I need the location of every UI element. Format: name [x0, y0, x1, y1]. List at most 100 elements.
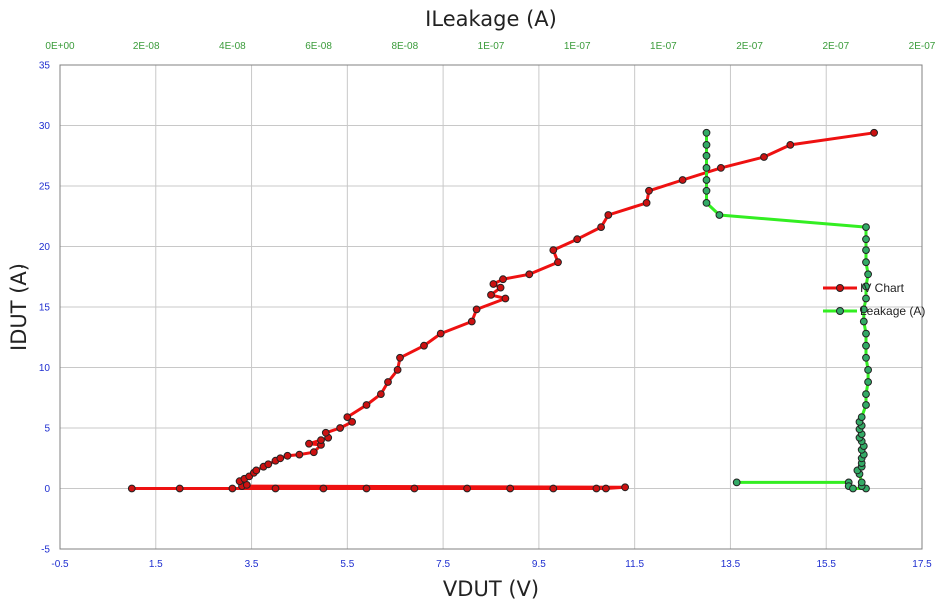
- data-point-iv: [420, 341, 428, 350]
- data-point-leakage: [862, 246, 870, 255]
- stray-dot: .: [20, 255, 24, 271]
- data-point-iv: [463, 484, 472, 493]
- data-point-iv: [717, 164, 725, 172]
- data-point-iv: [621, 483, 629, 492]
- data-point-leakage: [859, 317, 868, 326]
- data-point-iv: [276, 454, 285, 463]
- data-point-iv: [317, 436, 325, 445]
- data-point-iv: [393, 366, 402, 374]
- data-point-leakage: [862, 329, 870, 338]
- data-point-leakage: [862, 401, 870, 409]
- tick-labels: -0.5 1.5 3.5 5.5 7.5 9.5 11.5 13.5 15.5 17.5 -5 0 5 1…: [39, 41, 936, 570]
- data-point-leakage: [862, 282, 870, 291]
- data-point-iv: [678, 176, 687, 184]
- data-point-iv: [760, 153, 768, 161]
- data-point-iv: [410, 484, 419, 493]
- data-point-iv: [645, 186, 653, 195]
- data-point-iv: [283, 451, 292, 460]
- legend-label-leakage: Leakage (A): [860, 304, 925, 318]
- x-tick-label: 17.5: [912, 559, 932, 570]
- data-point-iv: [264, 460, 273, 469]
- data-point-iv: [786, 141, 795, 149]
- x2-tick-label: 2E-08: [133, 41, 160, 52]
- data-point-iv: [499, 275, 507, 284]
- data-point-leakage: [702, 186, 711, 195]
- x2-tick-label: 0E+00: [45, 41, 75, 52]
- data-point-leakage: [849, 484, 857, 493]
- y-tick-label: 10: [39, 363, 51, 374]
- data-point-iv: [309, 448, 318, 457]
- x2-tick-label: 2E-07: [736, 41, 763, 52]
- x2-tick-label: 1E-07: [564, 41, 591, 52]
- data-point-leakage: [702, 141, 711, 149]
- data-point-iv: [602, 484, 610, 493]
- y-tick-label: -5: [41, 545, 50, 556]
- data-point-iv: [592, 484, 601, 493]
- data-point-iv: [549, 246, 558, 255]
- x-tick-label: 11.5: [625, 559, 644, 570]
- data-point-leakage: [862, 223, 870, 232]
- plot-area-frame: [59, 64, 923, 550]
- legend-marker-iv: [836, 284, 844, 292]
- secondary-x-axis-title: ILeakage (A): [425, 7, 557, 31]
- data-point-leakage: [702, 164, 711, 172]
- x-tick-label: 7.5: [436, 559, 450, 570]
- data-point-iv: [642, 199, 651, 207]
- data-point-leakage: [862, 294, 870, 303]
- data-point-leakage: [702, 199, 711, 207]
- y-tick-label: 25: [39, 182, 51, 193]
- data-point-iv: [870, 128, 878, 137]
- legend: IV Chart Leakage (A): [823, 281, 925, 318]
- data-point-iv: [271, 484, 280, 493]
- y-tick-label: 30: [39, 121, 51, 132]
- x-tick-label: -0.5: [51, 559, 69, 570]
- legend-label-iv: IV Chart: [860, 281, 905, 295]
- data-point-iv: [305, 439, 313, 448]
- x-tick-label: 9.5: [532, 559, 546, 570]
- x2-tick-label: 8E-08: [391, 41, 418, 52]
- x2-tick-label: 2E-07: [909, 41, 936, 52]
- data-point-leakage: [857, 413, 866, 422]
- x2-tick-label: 1E-07: [478, 41, 505, 52]
- data-point-iv: [362, 484, 371, 493]
- data-point-leakage: [864, 366, 872, 374]
- data-point-iv: [489, 280, 498, 288]
- data-point-iv: [597, 223, 605, 232]
- y-tick-label: 15: [39, 303, 51, 314]
- data-point-iv: [472, 305, 481, 314]
- x2-tick-label: 4E-08: [219, 41, 246, 52]
- data-point-leakage: [702, 176, 711, 184]
- data-point-iv: [501, 294, 510, 303]
- y-tick-label: 0: [44, 484, 50, 495]
- data-point-leakage: [859, 305, 868, 314]
- data-point-iv: [336, 424, 345, 432]
- data-point-iv: [496, 283, 505, 292]
- data-point-leakage: [715, 211, 724, 219]
- data-point-leakage: [862, 353, 870, 362]
- data-point-iv: [362, 401, 371, 409]
- legend-marker-leakage: [836, 307, 844, 315]
- y-tick-label: 35: [39, 61, 51, 72]
- data-point-iv: [228, 484, 237, 493]
- data-point-iv: [175, 484, 184, 493]
- x-tick-label: 5.5: [340, 559, 354, 570]
- data-point-iv: [467, 317, 476, 326]
- data-point-iv: [348, 418, 357, 426]
- data-point-leakage: [864, 378, 872, 386]
- legend-item-leakage: Leakage (A): [823, 304, 925, 318]
- data-point-iv: [525, 270, 534, 279]
- data-point-iv: [127, 484, 136, 493]
- x-tick-label: 15.5: [816, 559, 836, 570]
- data-point-iv: [319, 484, 328, 493]
- data-point-iv: [343, 413, 352, 422]
- data-point-iv: [554, 258, 562, 267]
- data-point-iv: [487, 291, 495, 299]
- data-point-leakage: [732, 478, 741, 487]
- x2-tick-label: 2E-07: [822, 41, 849, 52]
- data-point-leakage: [862, 235, 870, 244]
- y-tick-label: 20: [39, 242, 51, 253]
- data-point-leakage: [862, 341, 870, 350]
